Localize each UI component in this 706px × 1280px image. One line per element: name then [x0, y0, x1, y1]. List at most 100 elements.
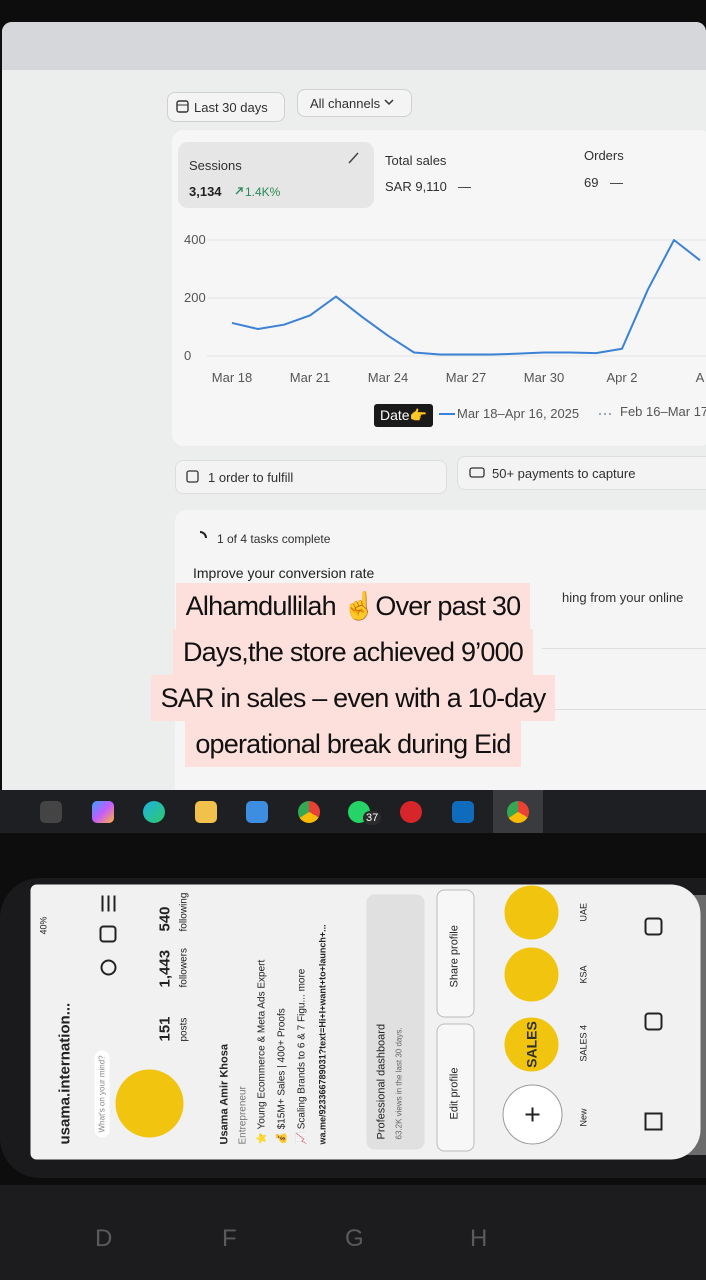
chrome-icon[interactable] — [507, 801, 529, 823]
metric-label: Sessions — [189, 158, 242, 173]
y-tick-label: 200 — [184, 290, 206, 305]
x-tick-label: Mar 30 — [524, 370, 564, 385]
avatar[interactable] — [115, 1069, 184, 1138]
legend-label: Mar 18–Apr 16, 2025 — [457, 406, 580, 421]
date-filter-label: Last 30 days — [194, 99, 268, 115]
caption-line: Days,the store achieved 9’000 — [172, 629, 534, 675]
bio-line: ⭐ Young Ecommerce & Meta Ads Expert — [256, 959, 268, 1145]
date-sticker: Date👉 — [374, 404, 434, 427]
header-icons — [99, 895, 117, 976]
note-bubble[interactable]: What's on your mind? — [94, 1050, 110, 1138]
metric-change: 1.4K% — [245, 185, 281, 199]
browser-bar — [2, 22, 706, 70]
explorer-icon[interactable] — [195, 801, 217, 823]
laptop-screen: Last 30 days All channels Sessions 3,134… — [2, 22, 706, 790]
profile-link[interactable]: wa.me/923366789031?text=Hi+I+want+to+lau… — [317, 924, 328, 1145]
channel-filter-label: All channels — [310, 95, 381, 111]
metric-change: — — [610, 175, 623, 190]
key: D — [95, 1225, 113, 1252]
keyboard: D F G H — [0, 1185, 706, 1280]
x-tick-label: Mar 27 — [446, 370, 486, 385]
stat-value: 540 — [156, 906, 174, 932]
stat-label: followers — [178, 948, 190, 988]
wps-icon[interactable] — [400, 801, 422, 823]
caption-line: operational break during Eid — [185, 721, 521, 767]
taskbar: 37 — [0, 790, 706, 833]
key: H — [470, 1225, 488, 1252]
stat-label: following — [178, 892, 190, 932]
stat-value: 151 — [156, 1016, 174, 1042]
highlight[interactable] — [504, 947, 559, 1002]
notification-badge: 37 — [363, 811, 382, 825]
legend-label: Feb 16–Mar 17 — [620, 404, 706, 419]
metric-label: Total sales — [385, 153, 447, 168]
x-tick-label: Mar 18 — [212, 370, 252, 385]
x-tick-label: A — [696, 370, 705, 385]
sessions-chart: 0 200 400 Mar 18 Mar 21 Mar 24 Mar 27 Mar 30 Apr… — [184, 232, 706, 385]
highlight-cover: SALES — [523, 1021, 540, 1068]
profile-category: Entrepreneur — [237, 1086, 249, 1145]
key: F — [222, 1225, 237, 1252]
metric-change: — — [458, 179, 471, 194]
button-label: Share profile — [448, 925, 461, 988]
caption-line: SAR in sales – even with a 10-day — [150, 675, 556, 721]
metric-value: 69 — [584, 175, 599, 190]
caption: Alhamdullilah ☝️Over past 30 Days,the st… — [0, 583, 706, 767]
dashboard-subtitle: 63.2K views in the last 30 days. — [394, 1027, 404, 1140]
dashboard-title: Professional dashboard — [375, 1023, 388, 1140]
action-label: 1 order to fulfill — [208, 469, 294, 485]
edge-icon[interactable] — [143, 801, 165, 823]
payments-button[interactable]: 50+ payments to capture — [457, 456, 706, 490]
store-icon[interactable] — [246, 801, 268, 823]
task-row — [542, 648, 706, 710]
profile-tabs — [644, 917, 663, 1131]
y-tick-label: 400 — [184, 232, 206, 247]
metric-value: 3,134 — [189, 184, 222, 199]
x-tick-label: Mar 24 — [368, 370, 408, 385]
profile-name: Usama Amir Khosa — [218, 1044, 231, 1145]
inbox-icon — [186, 470, 199, 483]
battery-status: 40% — [38, 916, 49, 935]
progress-ring — [199, 531, 207, 539]
phone-screen: 40% usama.internation... What's on your … — [30, 884, 701, 1160]
channel-filter[interactable]: All channels — [297, 89, 412, 117]
legend-dashed — [599, 413, 613, 415]
y-tick-label: 0 — [184, 348, 191, 363]
highlight[interactable]: SALES — [504, 1017, 559, 1072]
action-label: 50+ payments to capture — [492, 465, 636, 481]
task-title: Improve your conversion rate — [193, 565, 375, 581]
chevron — [384, 99, 394, 106]
bio-line: 💰 $15M+ Sales | 400+ Proofs — [276, 1008, 288, 1145]
copilot-icon[interactable] — [92, 801, 114, 823]
new-highlight[interactable] — [502, 1084, 563, 1145]
x-tick-label: Apr 2 — [606, 370, 637, 385]
sessions-line — [231, 239, 701, 356]
date-filter[interactable]: Last 30 days — [167, 92, 285, 122]
plus-icon — [525, 1107, 540, 1122]
bio-line: 📈 Scaling Brands to 6 & 7 Figu... more — [296, 968, 308, 1145]
outlook-icon[interactable] — [452, 801, 474, 823]
calendar-icon — [176, 100, 189, 113]
highlight-label: UAE — [578, 902, 589, 922]
username: usama.internation... — [56, 1002, 74, 1145]
highlight-label: KSA — [578, 965, 589, 984]
task-progress: 1 of 4 tasks complete — [217, 532, 331, 546]
sessions-tile[interactable]: Sessions 3,134 1.4K% — [178, 142, 374, 208]
edit-icon — [348, 152, 359, 164]
caption-line: Alhamdullilah ☝️Over past 30 — [175, 583, 531, 629]
fulfill-button[interactable]: 1 order to fulfill — [175, 460, 447, 494]
button-label: Edit profile — [448, 1067, 461, 1120]
metric-label: Orders — [584, 148, 624, 163]
stat-label: posts — [178, 1017, 190, 1042]
highlight-label: SALES 4 — [578, 1024, 589, 1062]
payment-icon — [469, 467, 485, 478]
legend-line — [439, 413, 455, 415]
chrome-icon[interactable] — [298, 801, 320, 823]
taskview-icon[interactable] — [40, 801, 62, 823]
up-arrow — [235, 187, 244, 195]
highlight[interactable] — [504, 885, 559, 940]
highlight-label: New — [578, 1108, 589, 1127]
metric-value: SAR 9,110 — [385, 179, 447, 194]
key: G — [345, 1225, 364, 1252]
